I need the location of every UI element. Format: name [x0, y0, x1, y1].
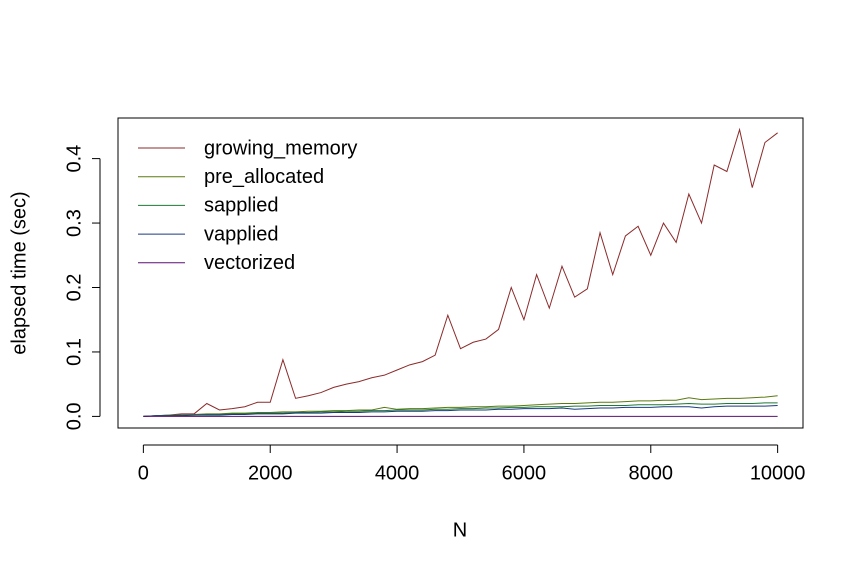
- series-line: [143, 127, 778, 417]
- series-line: [143, 404, 778, 417]
- x-tick-label: 8000: [629, 462, 674, 484]
- y-tick-label: 0.2: [63, 274, 85, 302]
- plot-frame: [117, 117, 804, 429]
- x-tick-label: 0: [138, 462, 149, 484]
- y-tick-label: 0.1: [63, 338, 85, 366]
- legend-label: growing_memory: [204, 137, 357, 159]
- y-tick-label: 0.4: [63, 145, 85, 173]
- series-line: [143, 395, 778, 417]
- x-tick-label: 4000: [375, 462, 420, 484]
- x-tick-label: 6000: [502, 462, 547, 484]
- x-axis-label: N: [453, 519, 467, 541]
- y-axis-label: elapsed time (sec): [8, 191, 30, 354]
- x-tick-label: 2000: [248, 462, 293, 484]
- legend-label: pre_allocated: [204, 166, 324, 188]
- x-tick-label: 10000: [750, 462, 806, 484]
- y-tick-label: 0.0: [63, 402, 85, 430]
- series-line: [143, 402, 778, 417]
- y-tick-label: 0.3: [63, 209, 85, 237]
- legend-label: vapplied: [204, 223, 279, 245]
- legend-label: vectorized: [204, 252, 295, 274]
- legend-label: sapplied: [204, 195, 279, 217]
